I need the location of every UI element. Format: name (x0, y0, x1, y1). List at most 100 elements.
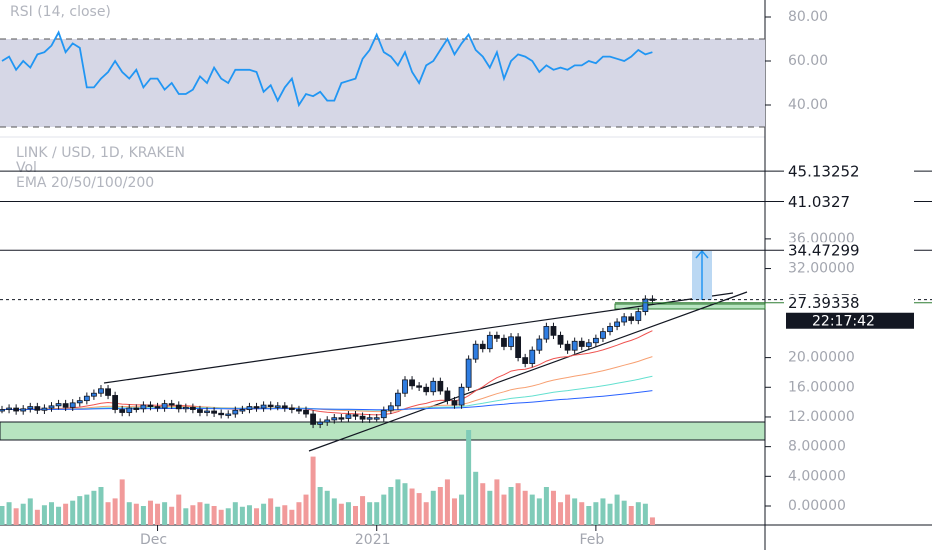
volume-bar (289, 509, 295, 525)
candle-body (600, 331, 606, 339)
candle-body (635, 311, 642, 321)
volume-bar (586, 506, 592, 525)
candle-body (48, 405, 55, 409)
volume-bar (579, 502, 585, 525)
candle-body (204, 410, 210, 413)
candle-body (112, 395, 119, 410)
candle-body (55, 403, 62, 407)
candle-body (543, 326, 550, 340)
volume-bar (211, 506, 217, 525)
volume-bar (70, 500, 76, 525)
volume-bar (607, 503, 613, 525)
legend-symbol: LINK / USD, 1D, KRAKEN (16, 145, 185, 161)
time-tick-label: 2021 (355, 532, 391, 548)
volume-bar (218, 509, 224, 525)
candle-body (0, 409, 5, 412)
legend-ema: EMA 20/50/100/200 (16, 175, 154, 191)
candle-body (522, 357, 529, 364)
candle-body (232, 409, 239, 415)
candle-body (147, 404, 154, 407)
candle-body (486, 334, 493, 350)
volume-bar (91, 490, 97, 525)
candle-body (281, 405, 288, 409)
candle-body (317, 421, 324, 425)
volume-bar (501, 494, 507, 525)
price-level-box (784, 294, 914, 311)
candle-body (274, 405, 281, 408)
price-tick-label: 4.00000 (788, 468, 846, 484)
volume-bar (642, 503, 648, 525)
candle-body (444, 390, 451, 402)
candle-body (83, 395, 90, 402)
volume-bar (353, 506, 358, 525)
candle-body (550, 326, 557, 336)
support-zone (614, 303, 766, 310)
volume-bar (572, 498, 578, 525)
candle-body (253, 406, 260, 409)
volume-bar (487, 490, 493, 525)
volume-bar (254, 508, 260, 525)
candle-body (472, 343, 479, 360)
candle-body (564, 343, 571, 351)
volume-bar (239, 506, 245, 525)
volume-bar (162, 502, 168, 525)
candle-body (161, 403, 168, 409)
volume-bar (423, 502, 429, 525)
candle-body (409, 379, 415, 387)
volume-bar (204, 503, 210, 525)
legend-rsi: RSI (14, close) (10, 4, 111, 20)
volume-bar (112, 498, 118, 525)
rsi-line (1, 30, 653, 108)
time-tick-label: Dec (140, 532, 167, 548)
price-level-label: 45.13252 (788, 163, 860, 181)
candle-body (182, 406, 189, 410)
rsi-tick-label: 40.00 (788, 97, 828, 113)
volume-bar (261, 503, 267, 525)
candle-body (338, 417, 345, 420)
volume-bar (6, 502, 12, 525)
volume-bar (529, 494, 535, 525)
candle-body (126, 407, 133, 413)
price-level-label: 34.47299 (788, 242, 860, 260)
candle-body (34, 406, 41, 411)
candle-body (416, 385, 423, 388)
candle-body (578, 340, 585, 347)
volume-bar (105, 502, 111, 525)
volume-bar (317, 487, 323, 525)
candle-body (628, 316, 635, 321)
candle-body (493, 334, 500, 339)
ema-line (2, 356, 653, 413)
volume-bar (126, 502, 132, 525)
ema-line (2, 390, 653, 411)
candle-body (41, 407, 48, 411)
candle-body (345, 414, 352, 419)
candle-body (395, 392, 401, 407)
price-tick-label: 16.00000 (788, 379, 855, 395)
volume-bar (190, 505, 196, 525)
candle-body (331, 417, 338, 421)
volume-bar (331, 498, 337, 525)
candle-body (430, 380, 437, 393)
candle-body (380, 409, 387, 419)
volume-bar (119, 479, 125, 525)
candle-body (621, 316, 628, 323)
volume-bar (13, 508, 19, 525)
countdown-box (786, 312, 914, 329)
candle-body (225, 413, 232, 416)
candle-body (20, 408, 27, 412)
volume-bar (614, 494, 620, 525)
candle-body (197, 409, 203, 413)
candle-body (536, 338, 543, 351)
volume-bar (98, 487, 104, 525)
volume-bar (56, 506, 62, 525)
candle-body (296, 409, 302, 412)
candle-body (175, 404, 182, 410)
candle-body (529, 349, 536, 364)
measure-label: 7.51582 (27.81%) (577, 228, 704, 244)
trendline (308, 291, 748, 452)
volume-bar (324, 490, 330, 525)
price-tick-label: 8.00000 (788, 439, 846, 455)
candle-body (352, 414, 359, 417)
candle-body (246, 406, 253, 410)
